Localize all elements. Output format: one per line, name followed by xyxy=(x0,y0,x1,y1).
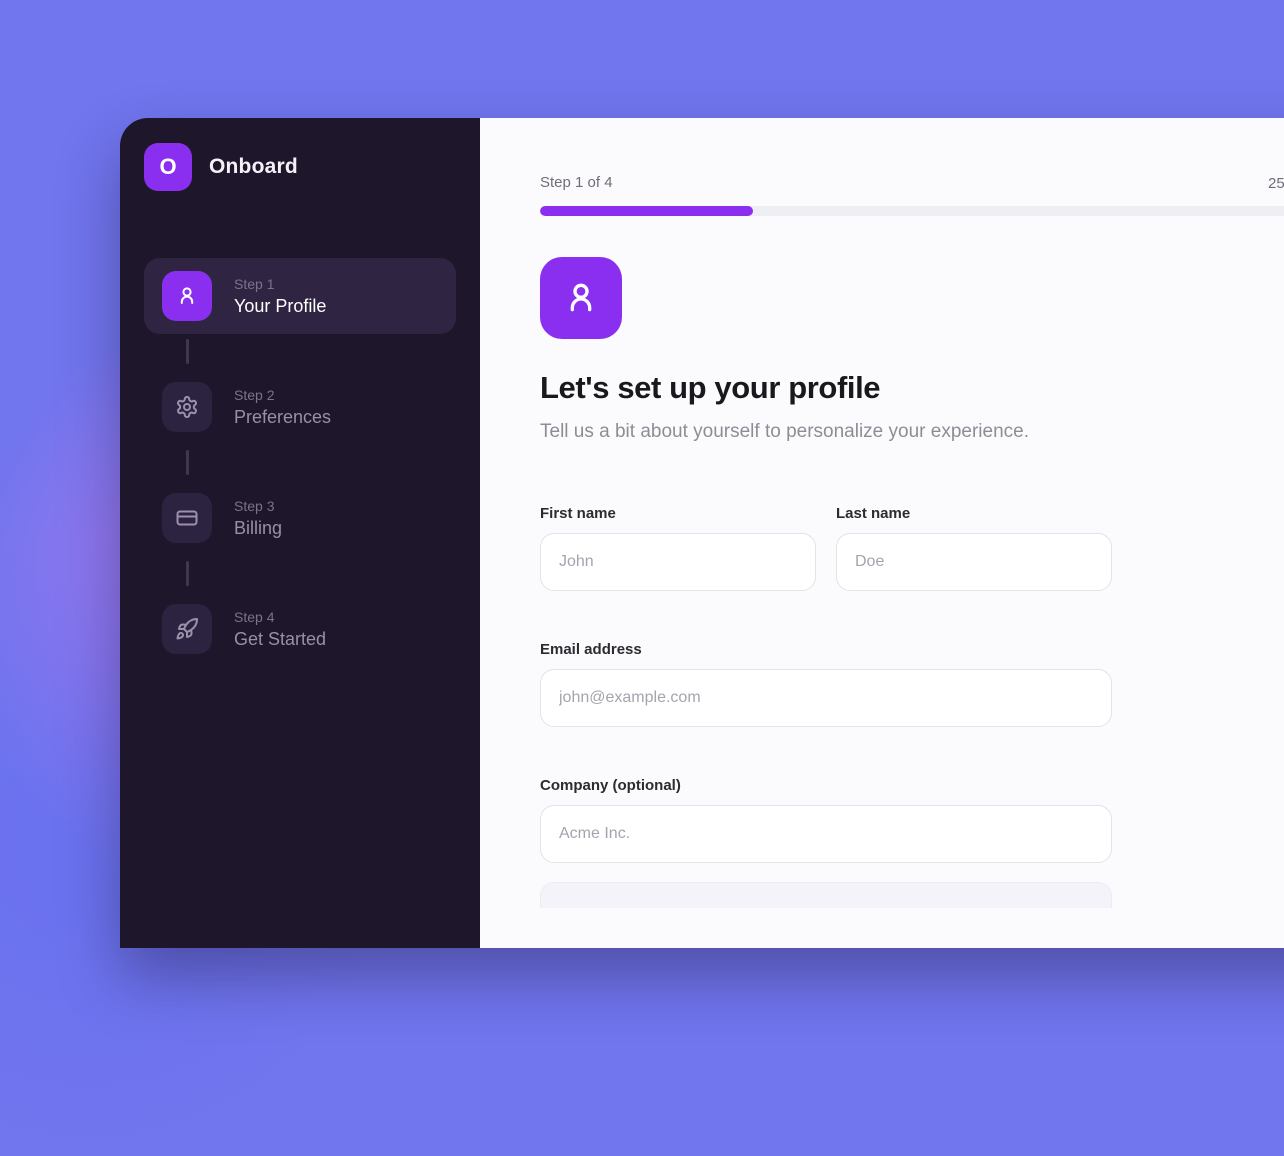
sidebar-item-preferences[interactable]: Step 2 Preferences xyxy=(144,369,456,445)
step-title: Get Started xyxy=(234,628,327,649)
step-number-label: Step 3 xyxy=(234,497,275,514)
step-meta: Step 1 Your Profile xyxy=(234,276,326,317)
step-title: Your Profile xyxy=(234,295,327,316)
email-field[interactable] xyxy=(540,668,1112,727)
first-name-field[interactable] xyxy=(540,532,816,591)
progress-header: Step 1 of 4 25% xyxy=(540,174,1284,193)
rocket-icon xyxy=(162,604,212,654)
app-title: Onboard xyxy=(209,155,298,178)
user-icon xyxy=(540,257,622,339)
step-number-label: Step 2 xyxy=(234,386,275,403)
step-number-label: Step 1 xyxy=(234,275,275,292)
company-field[interactable] xyxy=(540,804,1112,863)
step-connector xyxy=(186,339,189,364)
credit-card-icon xyxy=(162,493,212,543)
sidebar: O Onboard Step 1 Your Profile xyxy=(120,118,480,948)
sidebar-item-your-profile[interactable]: Step 1 Your Profile xyxy=(144,258,456,334)
app-logo: O xyxy=(144,143,192,191)
step-title: Billing xyxy=(234,517,283,538)
progress-percent-label: 25% xyxy=(1268,175,1284,192)
step-number-label: Step 4 xyxy=(234,608,275,625)
step-nav: Step 1 Your Profile Step 2 Preferences xyxy=(144,258,456,667)
step-title: Preferences xyxy=(234,406,332,427)
step-meta: Step 4 Get Started xyxy=(234,609,326,650)
progress-fill xyxy=(540,206,753,216)
user-icon xyxy=(162,271,212,321)
email-group: Email address xyxy=(540,641,1112,727)
company-group: Company (optional) xyxy=(540,777,1112,863)
first-name-group: First name xyxy=(540,505,816,591)
sidebar-item-billing[interactable]: Step 3 Billing xyxy=(144,480,456,556)
page-title: Let's set up your profile xyxy=(540,370,881,405)
onboarding-card: O Onboard Step 1 Your Profile xyxy=(120,118,1284,948)
cutoff-next-element[interactable] xyxy=(540,881,1112,908)
company-label: Company (optional) xyxy=(540,776,681,794)
step-meta: Step 3 Billing xyxy=(234,498,282,539)
gear-icon xyxy=(162,382,212,432)
profile-form: First name Last name Email address Compa… xyxy=(540,505,1112,908)
step-meta: Step 2 Preferences xyxy=(234,387,331,428)
first-name-label: First name xyxy=(540,504,616,522)
progress-step-label: Step 1 of 4 xyxy=(540,174,613,191)
page-subtitle: Tell us a bit about yourself to personal… xyxy=(540,421,1029,443)
progress-bar-track xyxy=(540,206,1284,216)
last-name-label: Last name xyxy=(836,504,911,522)
brand: O Onboard xyxy=(144,143,456,191)
step-connector xyxy=(186,450,189,475)
app-logo-letter: O xyxy=(159,154,177,179)
last-name-group: Last name xyxy=(836,505,1112,591)
main-panel: Step 1 of 4 25% Let's set up your profil… xyxy=(480,118,1284,948)
step-connector xyxy=(186,561,189,586)
email-label: Email address xyxy=(540,640,642,658)
name-fields-row: First name Last name xyxy=(540,505,1112,591)
last-name-field[interactable] xyxy=(836,532,1112,591)
sidebar-item-get-started[interactable]: Step 4 Get Started xyxy=(144,591,456,667)
